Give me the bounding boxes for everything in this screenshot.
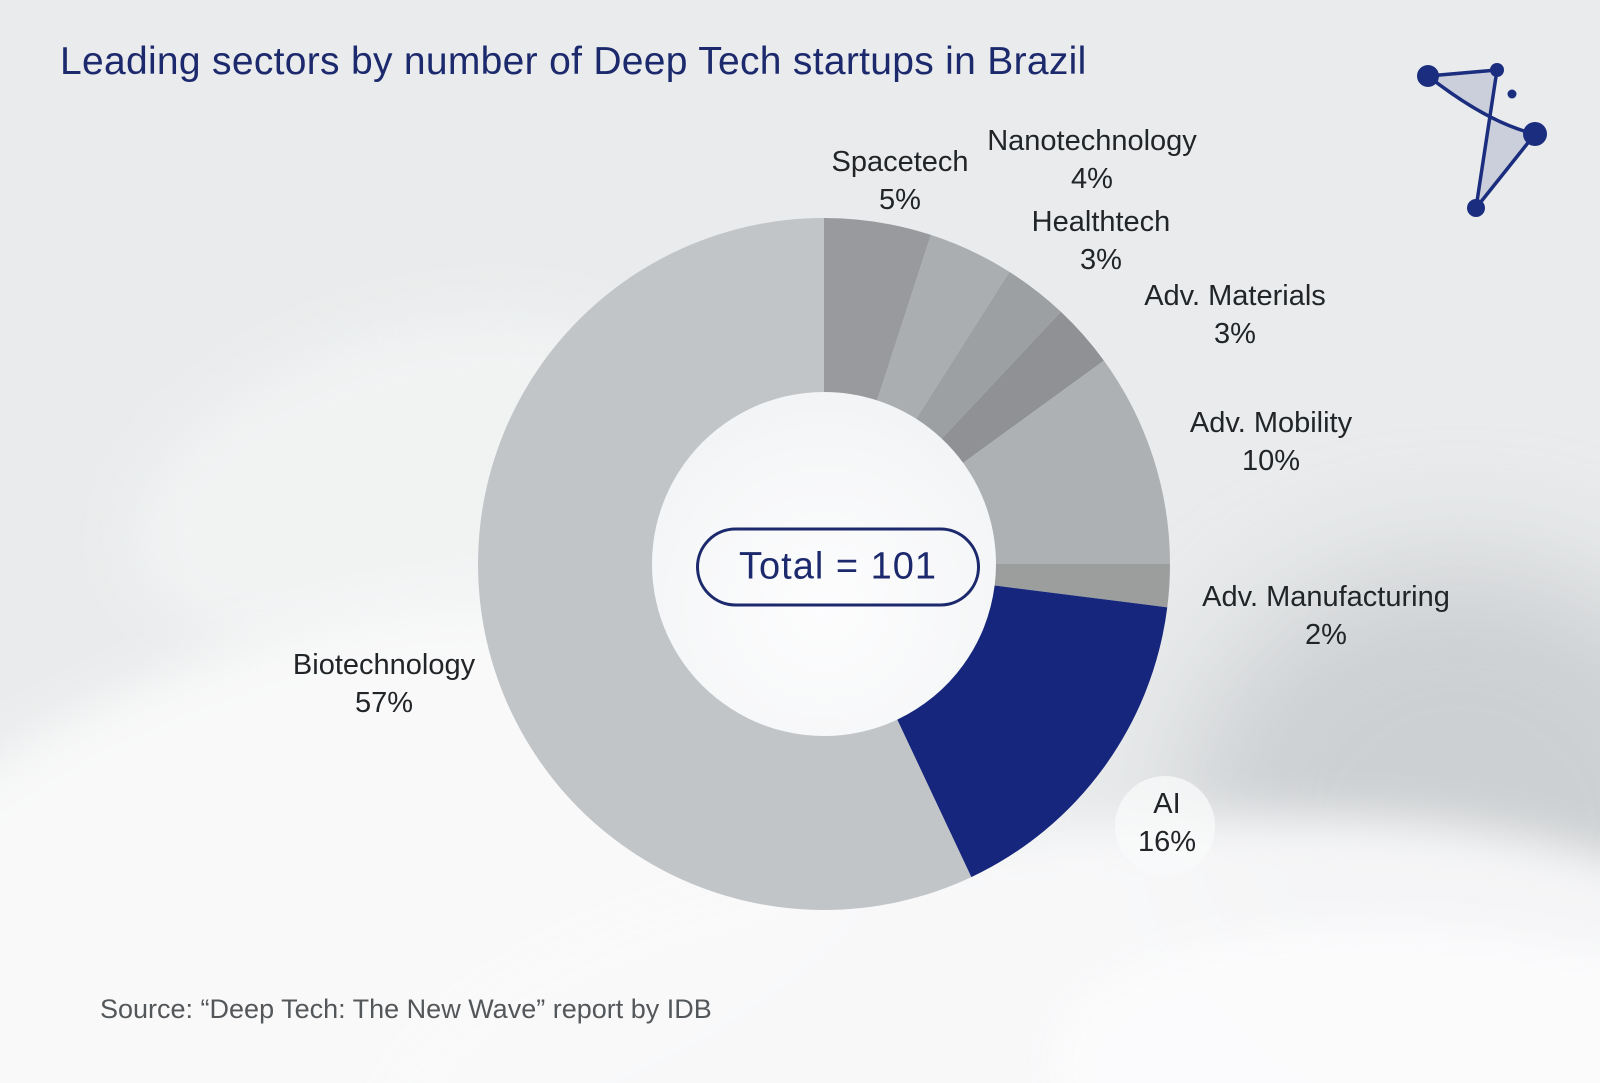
donut-segment-spacetech xyxy=(824,218,931,401)
segment-name: Healthtech xyxy=(1031,206,1171,238)
segment-pct: 5% xyxy=(879,184,921,216)
segment-pct: 10% xyxy=(1241,445,1301,477)
donut-segment-biotechnology xyxy=(478,218,972,910)
source-attribution: Source: “Deep Tech: The New Wave” report… xyxy=(100,994,712,1024)
page-title: Leading sectors by number of Deep Tech s… xyxy=(60,40,1087,83)
logo-node xyxy=(1507,89,1517,99)
donut-segment-healthtech xyxy=(916,271,1061,439)
donut-segment-adv-manufacturing xyxy=(994,564,1170,608)
segment-label-adv-materials: Adv. Materials 3% xyxy=(1144,277,1326,353)
network-graph-logo xyxy=(1417,63,1547,217)
segment-label-adv-mobility: Adv. Mobility 10% xyxy=(1190,404,1352,480)
segment-pct: 4% xyxy=(1071,163,1113,195)
total-badge: Total = 101 xyxy=(696,527,980,607)
segment-pct: 3% xyxy=(1080,244,1122,276)
segment-label-adv-manufacturing: Adv. Manufacturing 2% xyxy=(1202,578,1450,654)
segment-label-biotechnology: Biotechnology 57% xyxy=(293,646,475,722)
segment-name: Nanotechnology xyxy=(987,125,1197,157)
logo-node xyxy=(1467,199,1485,217)
segment-name: Adv. Materials xyxy=(1144,280,1326,312)
logo-node xyxy=(1417,65,1439,87)
logo-node xyxy=(1490,63,1504,77)
logo-node xyxy=(1523,122,1547,146)
segment-pct: 57% xyxy=(354,687,414,719)
segment-pct: 3% xyxy=(1214,318,1256,350)
segment-pct: 16% xyxy=(1137,826,1197,858)
segment-label-healthtech: Healthtech 3% xyxy=(1032,203,1171,279)
segment-name: Adv. Mobility xyxy=(1189,407,1353,439)
donut-segment-ai xyxy=(897,585,1168,878)
segment-label-ai: AI 16% xyxy=(1138,785,1196,861)
segment-name: Biotechnology xyxy=(292,649,476,681)
ai-label-halo xyxy=(1115,776,1215,876)
donut-segment-adv-mobility xyxy=(963,360,1170,564)
segment-label-nanotechnology: Nanotechnology 4% xyxy=(987,122,1197,198)
segment-name: AI xyxy=(1153,788,1181,820)
donut-segment-adv-materials xyxy=(941,311,1104,463)
segment-label-spacetech: Spacetech 5% xyxy=(831,143,968,219)
segment-name: Adv. Manufacturing xyxy=(1202,581,1450,613)
segment-pct: 2% xyxy=(1305,619,1347,651)
donut-segment-nanotechnology xyxy=(877,234,1010,419)
segment-name: Spacetech xyxy=(831,146,969,178)
logo-edges xyxy=(1426,68,1537,210)
